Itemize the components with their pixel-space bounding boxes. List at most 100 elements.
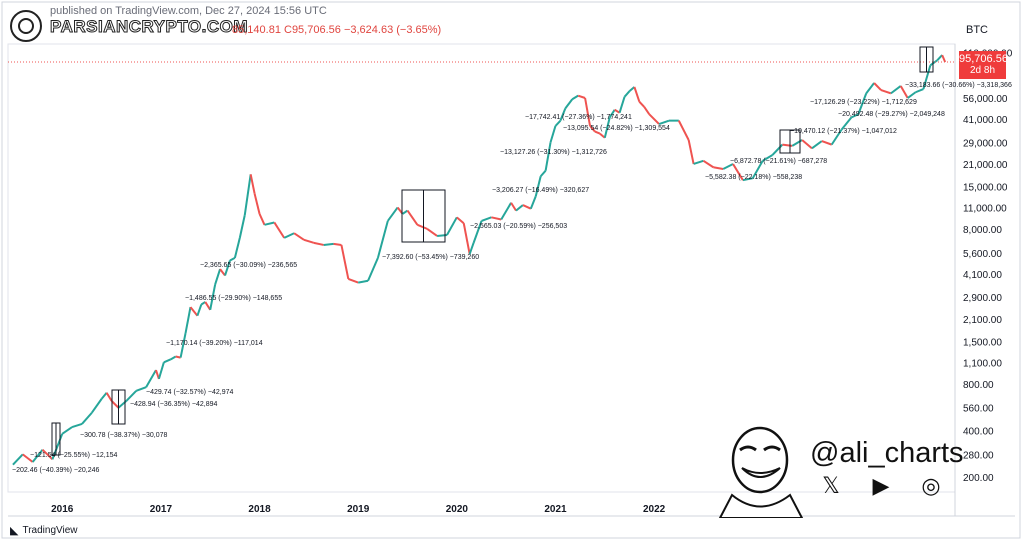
price-segment (693, 159, 704, 165)
y-tick-label: 56,000.00 (963, 94, 1008, 105)
price-segment (857, 93, 868, 115)
published-note: published on TradingView.com, Dec 27, 20… (50, 5, 327, 17)
price-segment (577, 94, 586, 99)
youtube-icon[interactable]: ▶ (872, 473, 890, 498)
price-segment (584, 97, 591, 127)
x-tick-label: 2021 (544, 504, 567, 515)
y-tick-label: 8,000.00 (963, 225, 1002, 236)
price-segment (732, 163, 744, 181)
price-segment (589, 125, 596, 133)
price-segment (184, 306, 192, 334)
price-segment (243, 174, 252, 216)
x-tick-label: 2018 (248, 504, 271, 515)
x-tick-label: 2019 (347, 504, 370, 515)
price-segment (209, 284, 217, 311)
x-tick-label: 2020 (446, 504, 469, 515)
price-segment (468, 242, 475, 255)
price-segment (91, 398, 103, 414)
drawdown-annotation: −2,565.03 (−20.59%) −256,503 (470, 223, 567, 230)
price-segment (233, 237, 241, 259)
author-handle: @ali_charts (810, 437, 964, 469)
price-segment (219, 268, 226, 277)
price-segment (426, 228, 438, 237)
price-segment (915, 88, 924, 94)
price-segment (821, 140, 833, 146)
price-segment (253, 193, 261, 215)
y-tick-label: 200.00 (963, 473, 994, 484)
y-tick-label: 2,900.00 (963, 293, 1002, 304)
price-segment (791, 139, 803, 147)
price-segment (214, 268, 222, 285)
candle-countdown: 2d 8h (969, 65, 996, 76)
y-tick-label: 280.00 (963, 450, 994, 461)
price-segment (603, 117, 611, 139)
price-segment (658, 119, 670, 126)
y-tick-label: 11,000.00 (963, 203, 1007, 214)
price-segment (462, 223, 471, 255)
x-tick-label: 2022 (643, 504, 666, 515)
drawdown-annotation: −428.94 (−36.35%) −42,894 (130, 401, 217, 408)
instagram-icon[interactable]: ◎ (921, 473, 941, 498)
drawdown-annotation: −13,095.54 (−24.82%) −1,309,554 (563, 125, 670, 132)
price-segment (491, 216, 502, 221)
price-segment (529, 195, 537, 210)
price-segment (229, 256, 236, 262)
price-segment (500, 202, 512, 220)
tradingview-brand[interactable]: ◣ TradingView (10, 524, 78, 537)
social-links: 𝕏 ▶ ◎ (816, 472, 946, 500)
price-segment (416, 223, 428, 230)
price-segment (713, 166, 724, 170)
y-tick-label: 2,100.00 (963, 315, 1002, 326)
price-segment (402, 209, 409, 215)
drawdown-annotation: −202.46 (−40.39%) −20,246 (12, 467, 99, 474)
price-segment (922, 65, 932, 90)
price-segment (811, 140, 823, 150)
price-segment (313, 241, 324, 246)
x-icon[interactable]: 𝕏 (822, 473, 840, 498)
ohlc-readout: 85,140.81 C95,706.56 −3,624.63 (−3.65%) (232, 24, 441, 36)
price-segment (608, 109, 616, 118)
drawdown-annotation: −121.54 (−25.55%) −12,154 (30, 452, 117, 459)
price-segment (638, 101, 645, 108)
price-segment (594, 130, 601, 135)
quote-change: −3,624.63 (−3.65%) (343, 24, 442, 36)
price-segment (71, 423, 83, 429)
price-segment (873, 82, 882, 91)
price-segment (623, 90, 631, 98)
price-segment (105, 392, 113, 402)
price-segment (539, 170, 547, 177)
price-segment (571, 94, 579, 101)
plot-area (7, 43, 956, 493)
price-segment (899, 85, 909, 99)
price-segment (283, 232, 295, 239)
price-segment (446, 216, 458, 236)
price-segment (549, 125, 557, 143)
x-tick-label: 2017 (150, 504, 173, 515)
price-segment (376, 220, 389, 259)
price-segment (633, 86, 641, 103)
price-segment (31, 449, 44, 463)
price-segment (762, 154, 774, 162)
price-segment (179, 332, 187, 358)
price-segment (559, 108, 567, 122)
drawdown-annotation: −10,470.12 (−21.37%) −1,047,012 (790, 128, 897, 135)
price-segment (687, 139, 695, 165)
price-segment (472, 220, 483, 244)
price-segment (189, 306, 199, 317)
price-segment (110, 400, 120, 409)
tradingview-logo-icon: ◣ (10, 525, 19, 537)
price-segment (61, 426, 73, 435)
price-segment (554, 119, 562, 127)
price-segment (41, 449, 54, 461)
price-segment (456, 216, 465, 225)
y-tick-label: 5,600.00 (963, 249, 1002, 260)
price-segment (481, 216, 492, 222)
price-segment (522, 204, 532, 210)
drawdown-annotation: −1,486.55 (−29.90%) −148,655 (185, 295, 282, 302)
price-segment (163, 358, 172, 364)
price-segment (544, 142, 552, 171)
drawdown-annotation: −300.78 (−38.37%) −30,078 (80, 432, 167, 439)
